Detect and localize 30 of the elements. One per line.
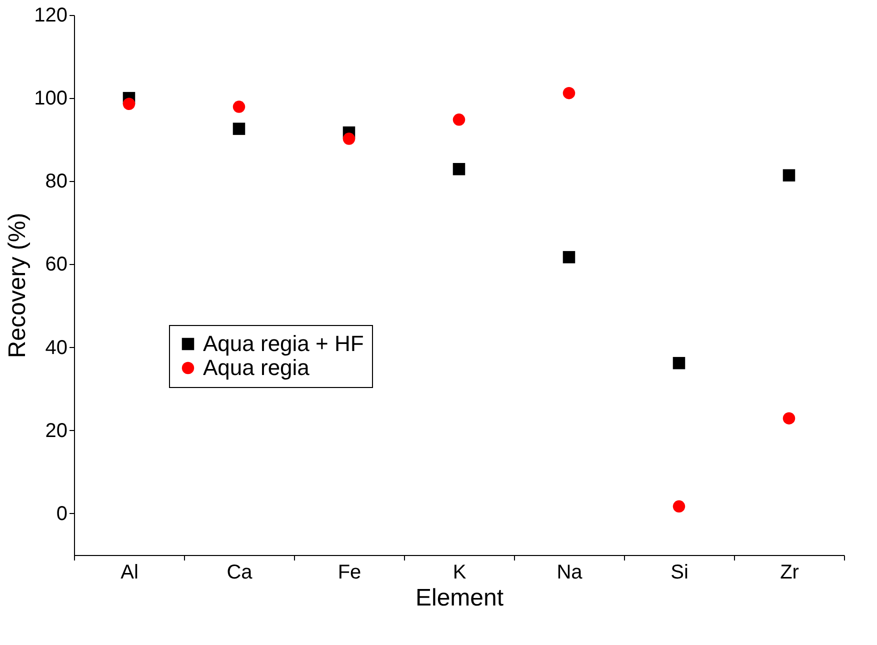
- y-tick-label: 20: [45, 420, 68, 442]
- point: [672, 356, 686, 370]
- x-tick-label: Fe: [338, 562, 362, 584]
- y-axis-title: Recovery (%): [4, 212, 32, 358]
- point: [232, 122, 246, 135]
- legend-label: Aqua regia: [203, 355, 310, 380]
- y-tick-label: 120: [34, 4, 68, 26]
- point: [232, 100, 246, 113]
- x-tick-label: Al: [120, 562, 138, 584]
- point: [562, 251, 576, 264]
- x-tick-label: K: [452, 562, 467, 584]
- point: [782, 412, 796, 424]
- point: [672, 500, 686, 513]
- x-tick-label: Na: [556, 562, 584, 584]
- point: [452, 114, 466, 126]
- y-tick-label: 60: [45, 254, 68, 276]
- legend-label: Aqua regia + HF: [203, 331, 364, 356]
- point: [122, 98, 136, 110]
- y-tick-label: 40: [45, 336, 68, 359]
- x-tick-label: Zr: [780, 562, 800, 584]
- x-axis-title: Element: [415, 584, 504, 612]
- y-tick-label: 0: [56, 502, 68, 525]
- point: [452, 162, 466, 176]
- y-tick-label: 80: [45, 170, 68, 193]
- y-tick-label: 100: [34, 88, 68, 110]
- x-tick-label: Si: [670, 562, 688, 584]
- x-tick-label: Ca: [226, 562, 254, 584]
- point: [782, 169, 796, 182]
- point: [562, 86, 576, 100]
- point: [342, 132, 356, 145]
